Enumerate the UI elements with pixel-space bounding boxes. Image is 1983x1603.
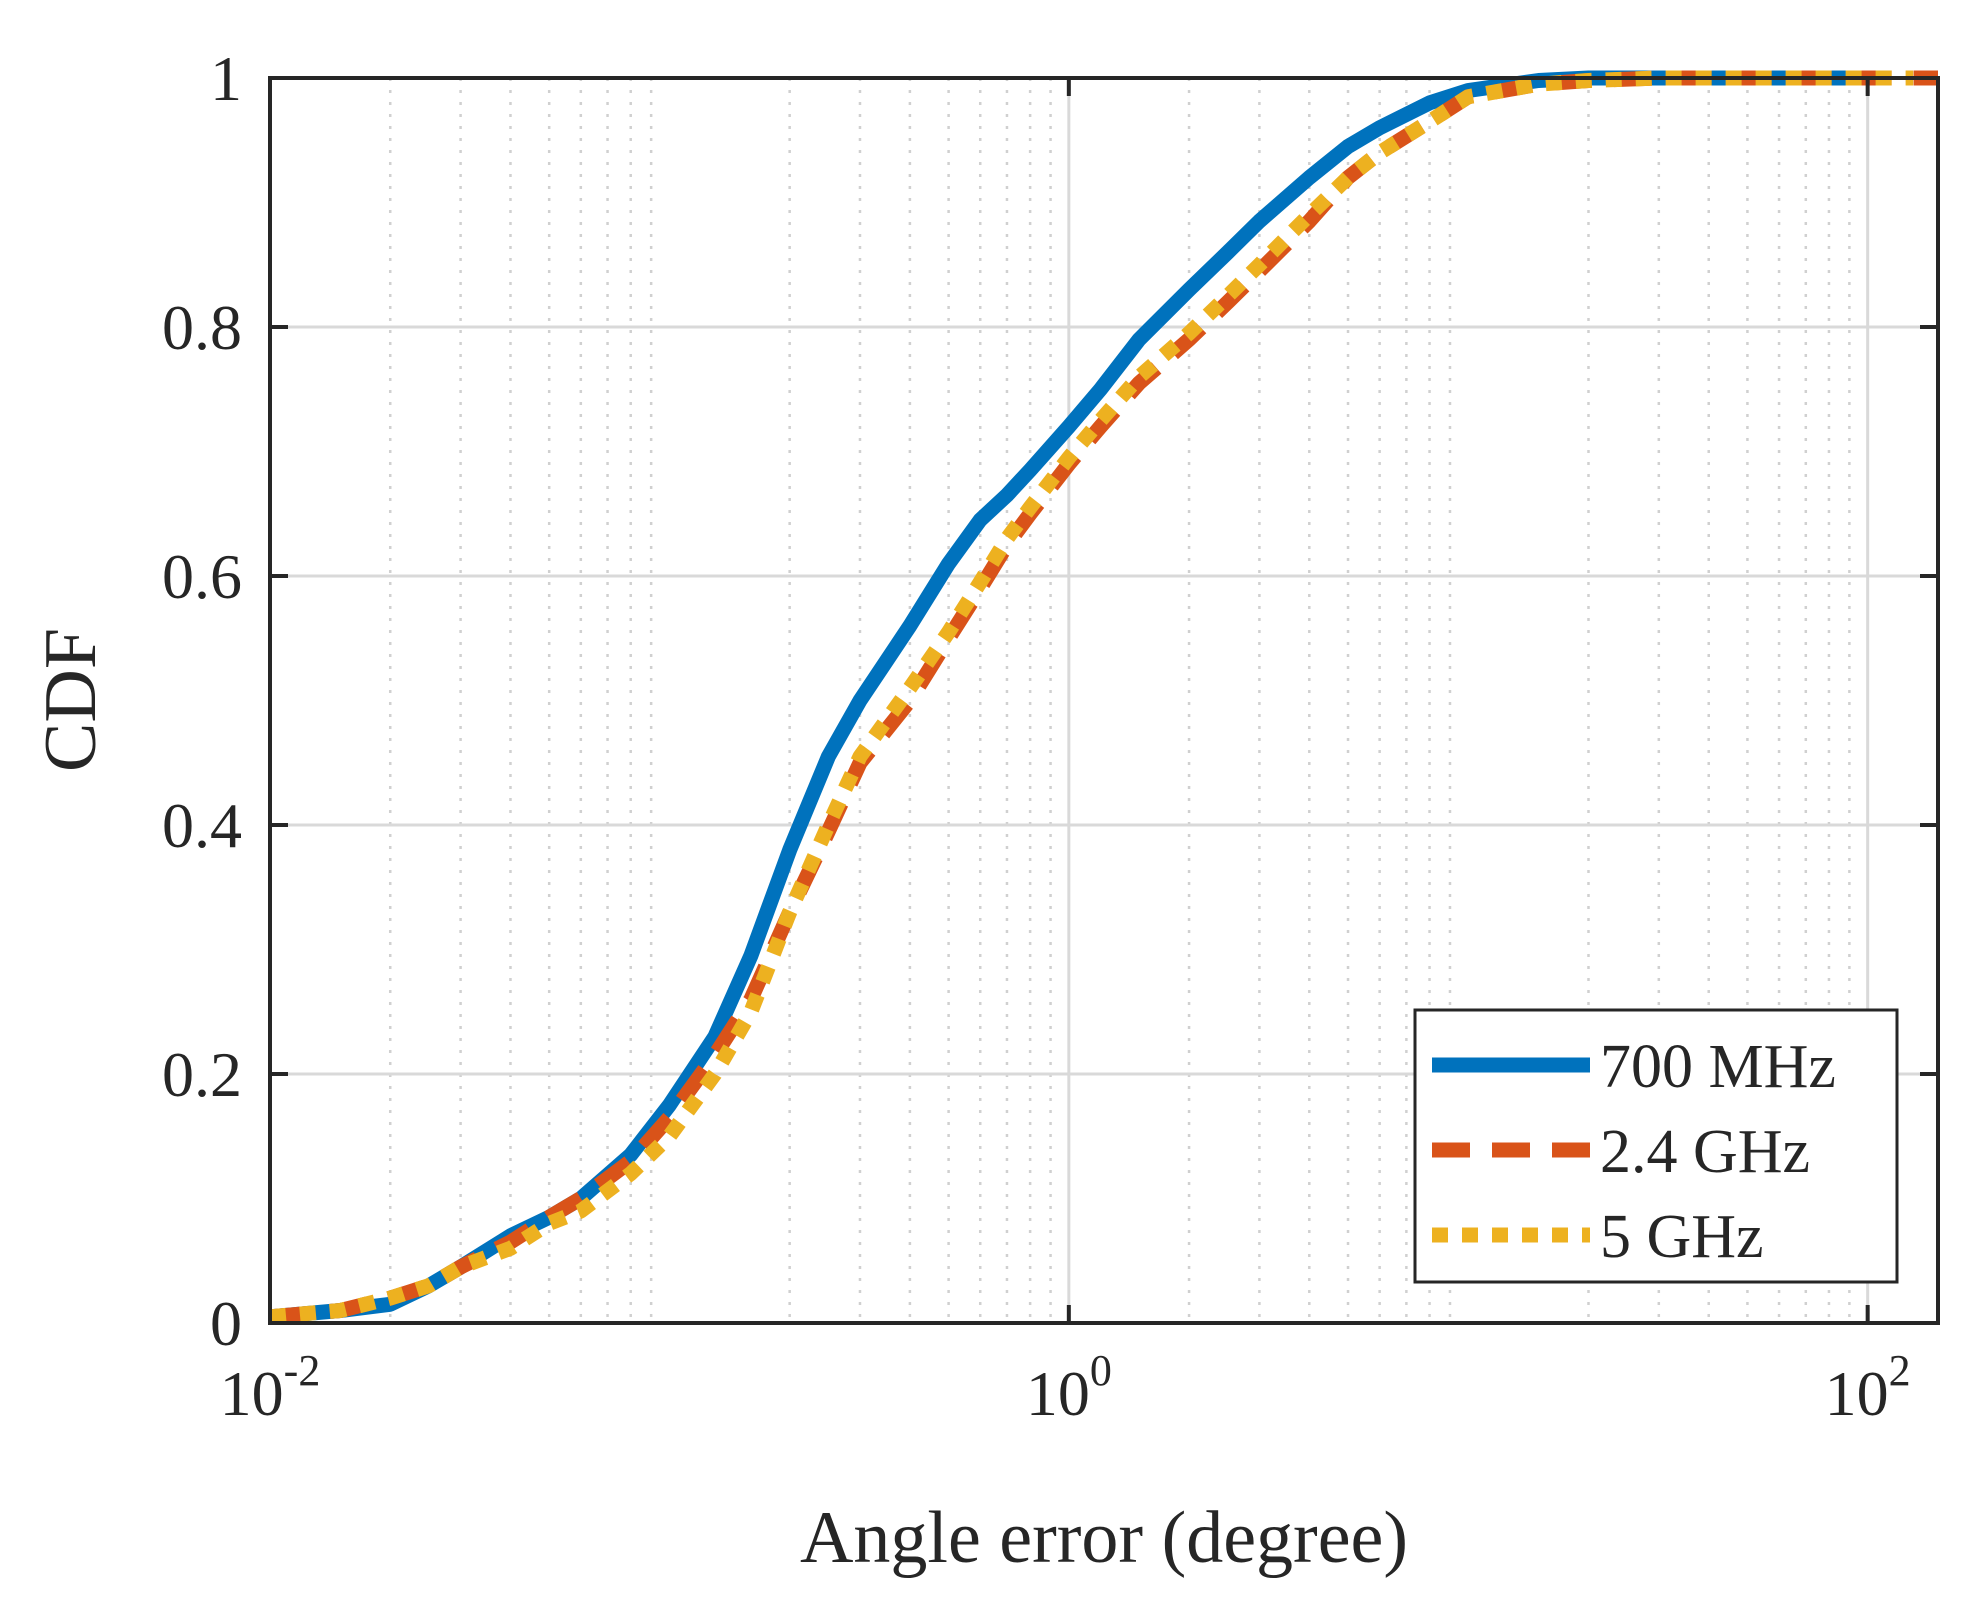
y-tick-label: 1 [210,43,242,114]
y-tick-label: 0.2 [162,1039,242,1110]
x-axis-title: Angle error (degree) [800,1497,1408,1579]
axis-ticks [268,76,1938,1325]
y-tick-label: 0 [210,1288,242,1359]
legend: 700 MHz 2.4 GHz 5 GHz [1413,1008,1899,1284]
y-tick-label: 0.8 [162,292,242,363]
x-tick-labels: 10-2 100 102 [220,1346,1911,1429]
x-tick-label: 10-2 [220,1346,321,1429]
x-tick-label: 102 [1825,1346,1911,1429]
legend-label-1: 2.4 GHz [1600,1118,1810,1186]
legend-label-0: 700 MHz [1600,1033,1836,1101]
y-tick-label: 0.4 [162,790,242,861]
legend-label-2: 5 GHz [1600,1203,1764,1271]
series-line-2 [269,70,1914,1325]
x-tick-label: 100 [1026,1346,1112,1429]
y-tick-label: 0.6 [162,541,242,612]
y-axis-title: CDF [30,628,112,772]
y-tick-labels: 0 0.2 0.4 0.6 0.8 1 [162,43,242,1359]
axes-box [268,76,1940,1325]
